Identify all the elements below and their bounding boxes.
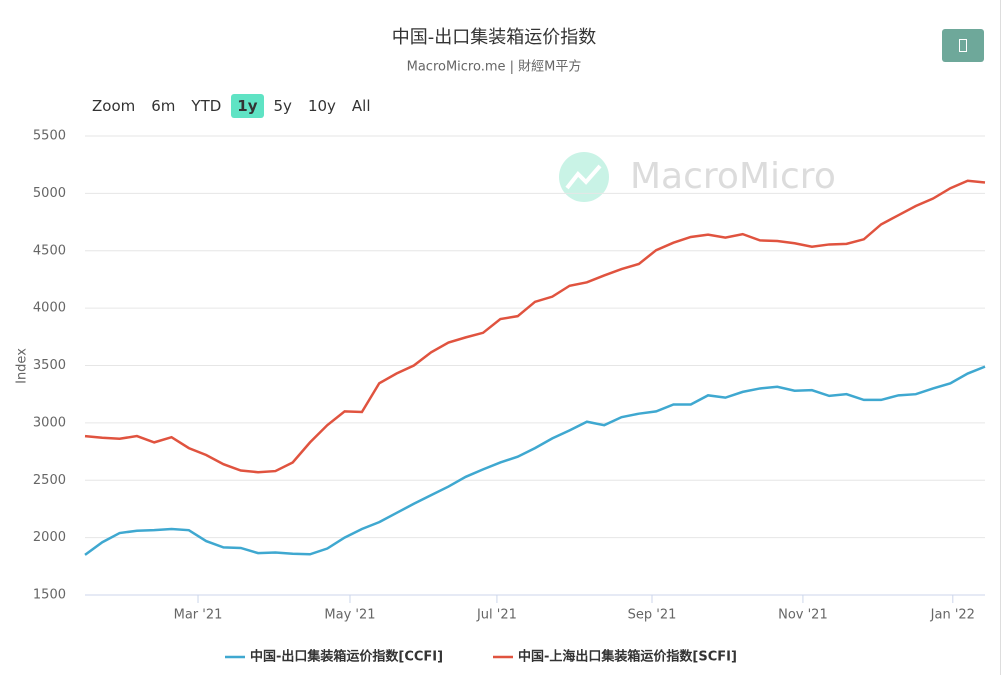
zoom-button[interactable]: YTD: [191, 97, 222, 115]
menu-button[interactable]: [942, 29, 984, 62]
y-axis-label: Index: [15, 348, 30, 384]
zoom-button[interactable]: 5y: [273, 97, 292, 115]
series-line: [84, 179, 986, 474]
zoom-button[interactable]: 6m: [151, 97, 176, 115]
y-tick-label: 2000: [33, 530, 66, 545]
x-tick-label: Jan '22: [930, 608, 975, 623]
watermark-logo: [559, 152, 609, 202]
series-line: [84, 365, 986, 556]
x-tick-label: Sep '21: [628, 608, 677, 623]
x-tick-label: May '21: [324, 608, 375, 623]
y-tick-label: 4000: [33, 301, 66, 316]
x-tick-label: Mar '21: [174, 608, 223, 623]
y-tick-label: 5500: [33, 129, 66, 144]
legend-label: 中国-上海出口集装箱运价指数[SCFI]: [518, 649, 737, 665]
chart-subtitle: MacroMicro.me | 財經M平方: [407, 59, 582, 75]
y-tick-label: 2500: [33, 473, 66, 488]
zoom-label: Zoom: [92, 97, 136, 115]
x-tick-label: Nov '21: [778, 608, 828, 623]
zoom-button[interactable]: 10y: [307, 97, 336, 115]
zoom-button[interactable]: 1y: [231, 94, 264, 118]
y-tick-label: 1500: [33, 588, 66, 603]
y-tick-label: 4500: [33, 243, 66, 258]
y-tick-label: 3000: [33, 415, 66, 430]
y-tick-label: 3500: [33, 358, 66, 373]
x-tick-label: Jul '21: [476, 608, 517, 623]
legend-label: 中国-出口集装箱运价指数[CCFI]: [250, 649, 443, 665]
watermark: MacroMicro: [630, 156, 836, 197]
zoom-button[interactable]: All: [351, 97, 371, 115]
range-selector: Zoom 6m YTD 1y 5y 10y All: [86, 94, 377, 118]
chart-title: 中国-出口集装箱运价指数: [392, 27, 597, 48]
y-tick-label: 5000: [33, 186, 66, 201]
